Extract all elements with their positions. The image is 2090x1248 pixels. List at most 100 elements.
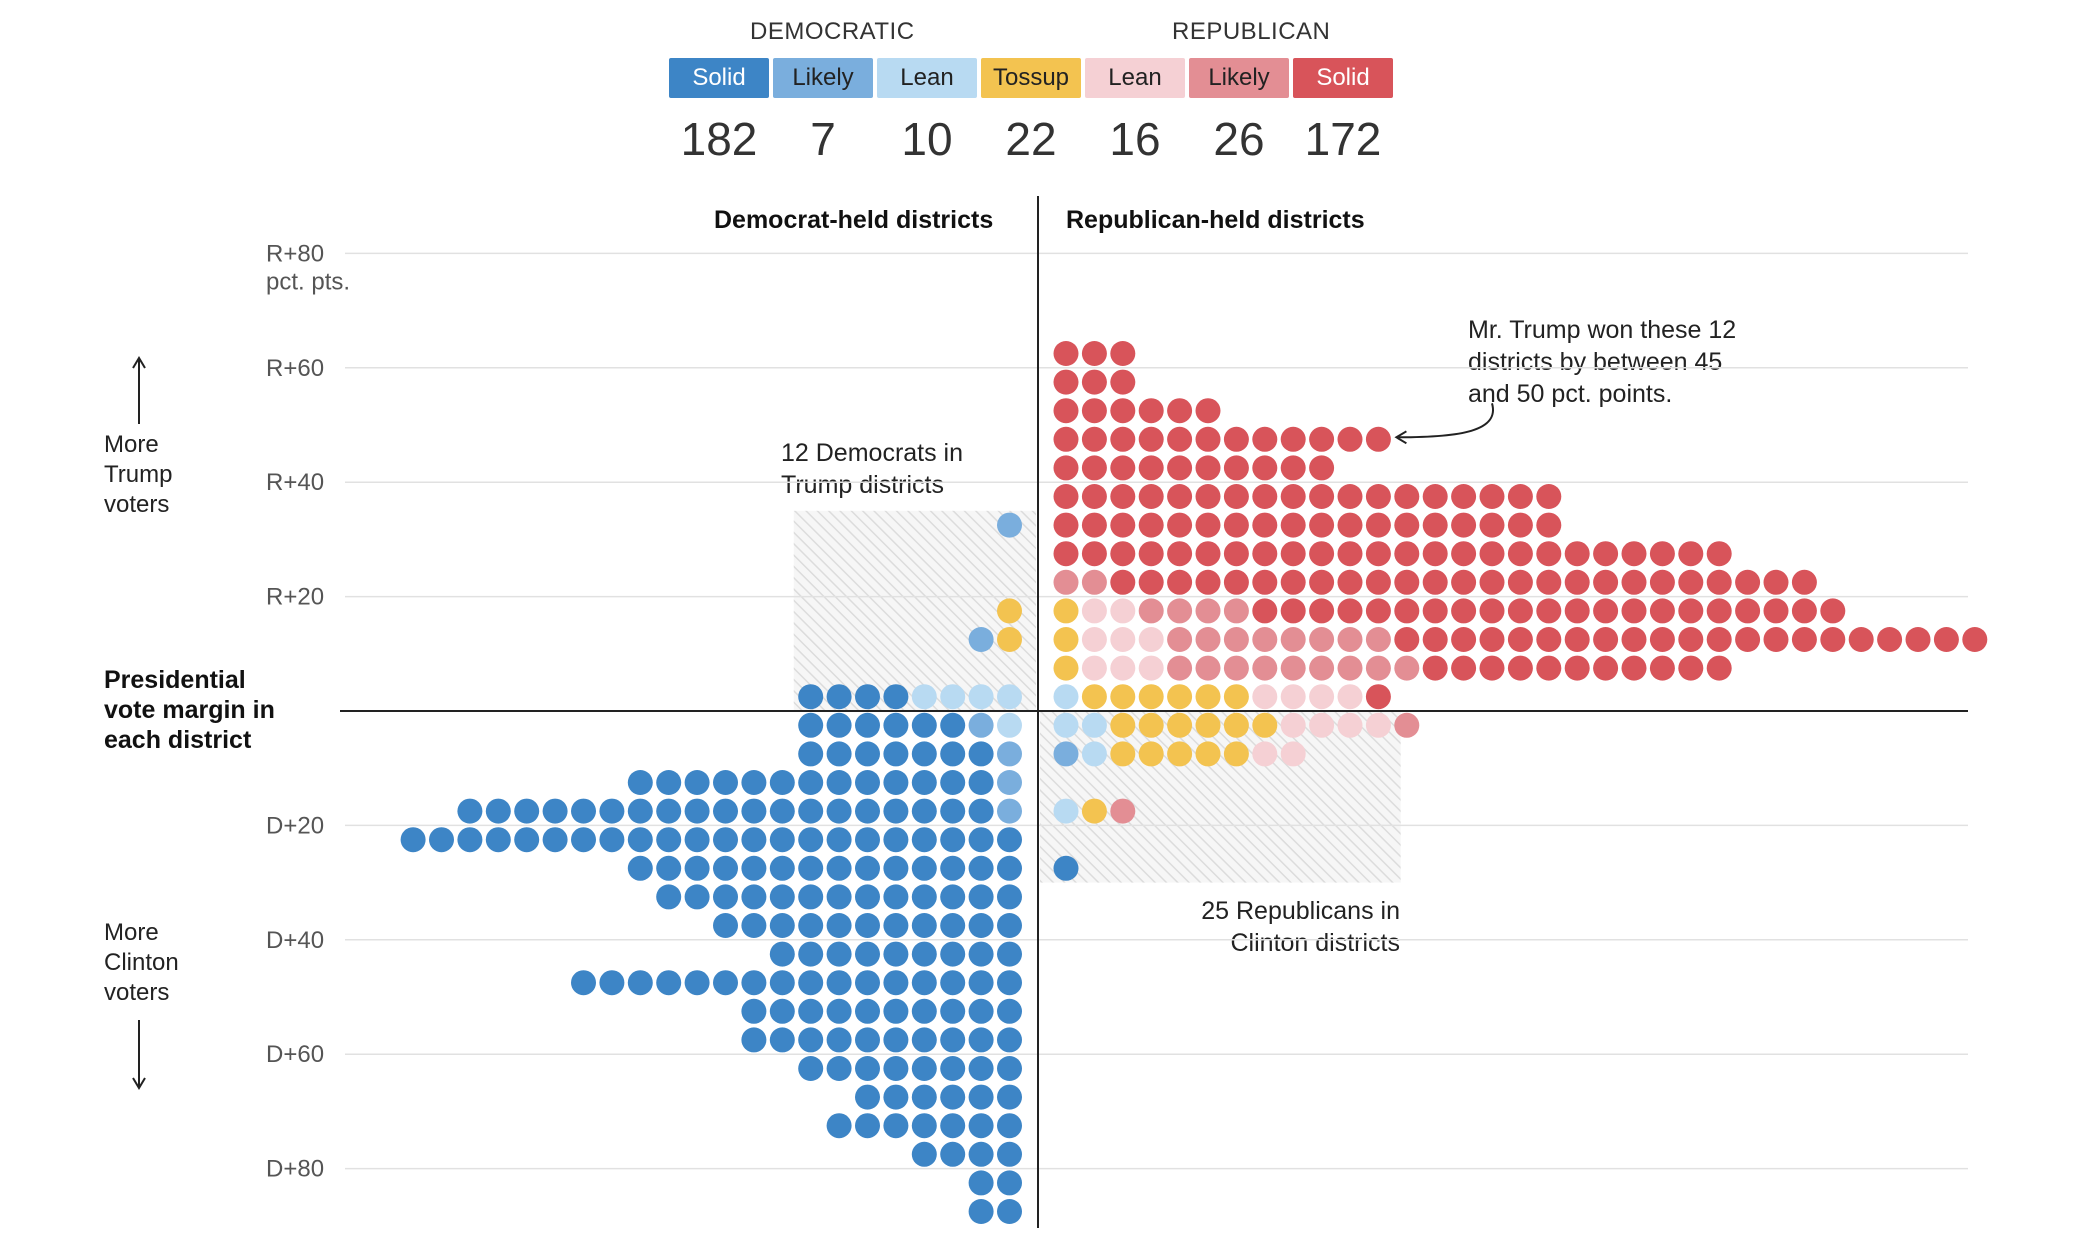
district-dot-rep-held <box>1138 655 1164 681</box>
y-tick-label: R+20 <box>266 584 324 611</box>
district-dot-rep-held <box>1252 684 1278 710</box>
district-dot-rep-held <box>1394 569 1420 595</box>
district-dot-rep-held <box>1195 655 1221 681</box>
y-tick-label: D+80 <box>266 1156 324 1183</box>
district-dot-dem-held <box>656 827 682 853</box>
district-dot-dem-held <box>940 1056 966 1081</box>
district-dot-rep-held <box>1337 627 1363 652</box>
trump-won-annotation: Mr. Trump won these 12 districts by betw… <box>1468 316 1737 408</box>
district-dot-rep-held <box>1167 569 1193 595</box>
district-dot-dem-held <box>883 1027 909 1053</box>
district-dot-rep-held <box>1791 569 1817 595</box>
district-dot-dem-held <box>968 1084 994 1110</box>
district-dot-dem-held <box>798 941 824 967</box>
annotation-arrow-icon <box>1398 403 1495 439</box>
district-dot-dem-held <box>656 770 682 795</box>
district-dot-rep-held <box>1394 712 1420 738</box>
district-dot-rep-held <box>1422 598 1448 624</box>
district-dot-rep-held <box>1053 598 1079 624</box>
district-dot-rep-held <box>1479 484 1505 509</box>
district-dot-rep-held <box>1365 512 1391 538</box>
district-dot-rep-held <box>1422 569 1448 595</box>
district-dot-rep-held <box>1422 627 1448 652</box>
district-dot-rep-held <box>1195 598 1221 624</box>
district-dot-rep-held <box>1053 369 1079 395</box>
district-dot-rep-held <box>1337 712 1363 738</box>
district-dot-rep-held <box>1365 569 1391 595</box>
district-dot-dem-held <box>713 884 738 910</box>
district-dot-rep-held <box>1223 627 1249 652</box>
district-dot-rep-held <box>1649 569 1675 595</box>
district-dot-dem-held <box>656 970 682 996</box>
district-dot-rep-held <box>1223 741 1249 767</box>
district-dot-rep-held <box>1649 627 1675 652</box>
district-dot-dem-held <box>826 827 852 853</box>
district-dot-rep-held <box>1081 569 1107 595</box>
district-dot-dem-held <box>769 1027 795 1053</box>
district-dot-rep-held <box>1280 484 1306 509</box>
unit-label: pct. pts. <box>266 268 350 295</box>
district-dot-rep-held <box>1309 455 1335 481</box>
district-dot-rep-held <box>1110 541 1136 567</box>
district-dot-rep-held <box>1933 627 1959 652</box>
district-dot-dem-held <box>798 712 824 738</box>
district-dot-rep-held <box>1167 426 1193 452</box>
district-dot-rep-held <box>1252 455 1278 481</box>
district-dot-rep-held <box>1280 569 1306 595</box>
district-dot-dem-held <box>883 884 909 910</box>
district-dot-dem-held <box>911 1084 937 1110</box>
district-dot-rep-held <box>1195 684 1221 710</box>
district-dot-rep-held <box>1451 541 1477 567</box>
rating-legend: Solid Likely Lean Tossup Lean Likely Solid <box>669 58 1393 98</box>
district-dot-dem-held <box>571 827 596 853</box>
district-dot-dem-held <box>997 1084 1022 1110</box>
district-dot-rep-held <box>1337 512 1363 538</box>
district-dot-dem-held <box>911 1027 937 1053</box>
district-dot-rep-held <box>1252 712 1278 738</box>
district-dot-dem-held <box>741 884 767 910</box>
district-dot-dem-held <box>769 827 795 853</box>
district-dot-rep-held <box>1081 426 1107 452</box>
district-dot-dem-held <box>457 827 483 853</box>
district-dot-rep-held <box>1252 598 1278 624</box>
reps-in-clinton-annotation: 25 Republicans in Clinton districts <box>1201 897 1400 957</box>
district-dot-rep-held <box>1394 655 1420 681</box>
legend-count-tossup: 22 <box>1005 113 1057 165</box>
district-dot-dem-held <box>741 798 767 824</box>
district-dot-rep-held <box>1195 569 1221 595</box>
district-dot-rep-held <box>1309 684 1335 710</box>
district-dot-rep-held <box>1167 484 1193 509</box>
district-dot-dem-held <box>968 970 994 996</box>
district-dot-dem-held <box>911 1141 937 1167</box>
district-dot-dem-held <box>855 941 880 967</box>
district-dot-rep-held <box>1536 569 1562 595</box>
district-dot-rep-held <box>1195 398 1221 424</box>
district-dot-dem-held <box>883 1084 909 1110</box>
district-dot-rep-held <box>1877 627 1903 652</box>
district-dot-dem-held <box>826 1113 852 1139</box>
district-dot-dem-held <box>713 913 738 938</box>
district-dot-rep-held <box>1962 627 1988 652</box>
district-dot-rep-held <box>1280 541 1306 567</box>
district-dot-rep-held <box>1223 598 1249 624</box>
district-dot-dem-held <box>911 998 937 1024</box>
district-dot-dem-held <box>656 798 682 824</box>
district-dot-rep-held <box>1791 598 1817 624</box>
district-dot-dem-held <box>940 1113 966 1139</box>
district-dot-dem-held <box>684 970 710 996</box>
district-dot-rep-held <box>1223 512 1249 538</box>
district-dot-rep-held <box>1309 712 1335 738</box>
district-dot-rep-held <box>1053 455 1079 481</box>
district-dot-dem-held <box>542 827 568 853</box>
district-dot-rep-held <box>1280 655 1306 681</box>
district-dot-rep-held <box>1763 569 1789 595</box>
district-dot-dem-held <box>940 741 966 767</box>
district-dot-dem-held <box>940 770 966 795</box>
district-dot-dem-held <box>940 1141 966 1167</box>
district-dot-rep-held <box>1138 684 1164 710</box>
district-dot-rep-held <box>1081 341 1107 366</box>
district-dot-dem-held <box>997 512 1022 538</box>
district-dot-rep-held <box>1252 426 1278 452</box>
district-dot-rep-held <box>1735 598 1761 624</box>
